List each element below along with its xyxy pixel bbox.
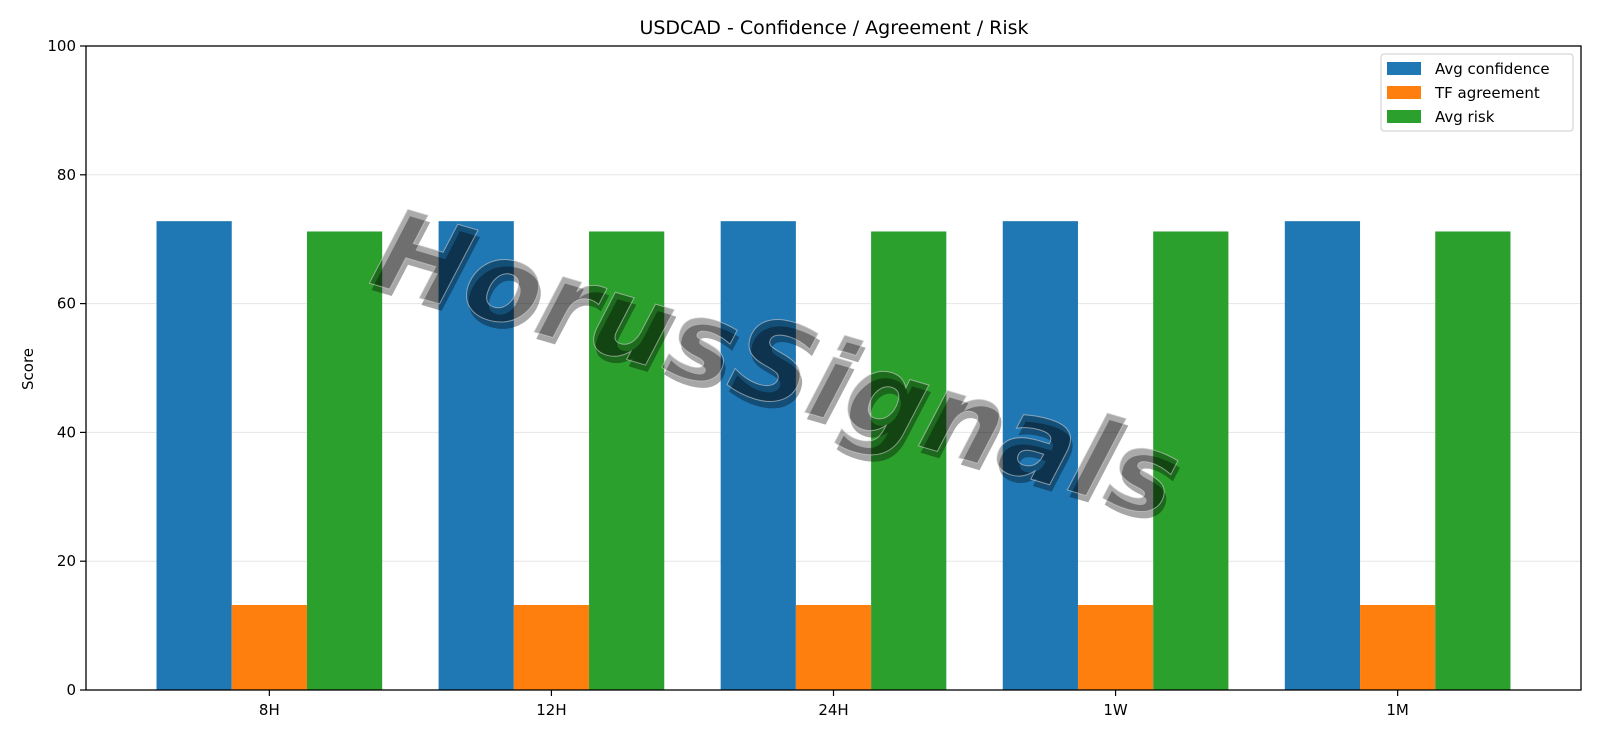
- bar-avg-confidence-8h: [156, 221, 232, 690]
- legend-swatch-1: [1387, 86, 1421, 99]
- y-tick-label-2: 40: [57, 423, 76, 441]
- bar-avg-confidence-12h: [438, 221, 514, 690]
- y-tick-label-5: 100: [47, 37, 76, 55]
- bar-tf-agreement-12h: [513, 604, 590, 690]
- x-axis-ticks: 8H 12H 24H 1W 1M: [259, 690, 1409, 719]
- y-tick-label-4: 80: [57, 166, 76, 184]
- bar-avg-confidence-1m: [1284, 221, 1361, 690]
- bar-tf-agreement-24h: [795, 604, 872, 690]
- y-tick-label-0: 0: [66, 681, 76, 699]
- bar-avg-risk-8h: [306, 231, 383, 691]
- legend-swatch-0: [1387, 62, 1421, 75]
- bar-avg-risk-12h: [589, 231, 665, 691]
- legend-label-1: TF agreement: [1434, 84, 1540, 102]
- legend-label-0: Avg confidence: [1435, 60, 1550, 78]
- bar-avg-confidence-24h: [720, 221, 796, 690]
- bar-avg-risk-1m: [1435, 231, 1511, 691]
- bars: [156, 221, 1511, 691]
- y-tick-label-1: 20: [57, 552, 76, 570]
- x-tick-label-1: 12H: [536, 701, 566, 719]
- bar-avg-confidence-1w: [1002, 221, 1078, 690]
- x-tick-label-0: 8H: [259, 701, 280, 719]
- legend: Avg confidence TF agreement Avg risk: [1380, 53, 1574, 132]
- x-tick-label-2: 24H: [818, 701, 848, 719]
- y-tick-label-3: 60: [57, 295, 76, 313]
- bar-avg-risk-24h: [871, 231, 947, 691]
- x-tick-label-4: 1M: [1386, 701, 1409, 719]
- y-axis-label: Score: [19, 348, 37, 390]
- bar-tf-agreement-1m: [1360, 604, 1436, 690]
- chart-title: USDCAD - Confidence / Agreement / Risk: [639, 17, 1028, 39]
- legend-box: [1380, 53, 1574, 132]
- bar-avg-risk-1w: [1153, 231, 1229, 691]
- x-tick-label-3: 1W: [1103, 701, 1128, 719]
- bar-tf-agreement-1w: [1077, 604, 1154, 690]
- legend-label-2: Avg risk: [1435, 108, 1495, 126]
- legend-swatch-2: [1387, 110, 1421, 123]
- bar-tf-agreement-8h: [231, 604, 307, 690]
- y-axis-ticks: 0 20 40 60 80 100: [47, 37, 86, 699]
